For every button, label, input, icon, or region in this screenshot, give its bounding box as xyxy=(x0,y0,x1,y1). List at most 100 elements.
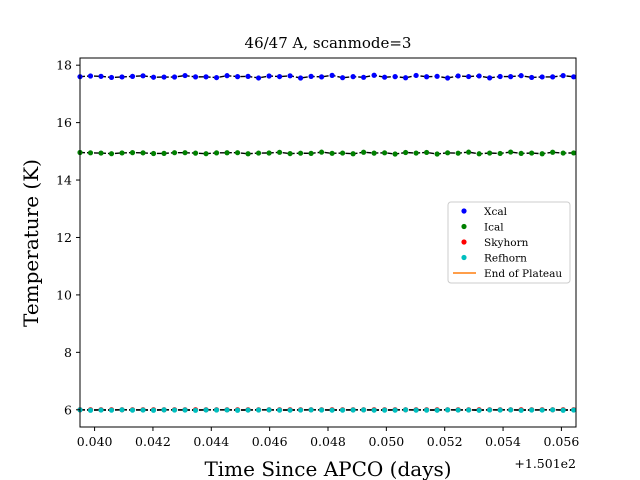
data-point xyxy=(245,151,251,157)
chart-title: 46/47 A, scanmode=3 xyxy=(245,34,412,52)
data-point xyxy=(140,150,146,156)
data-point xyxy=(192,407,199,413)
data-point xyxy=(213,150,220,156)
data-point xyxy=(255,150,262,156)
data-point xyxy=(297,75,304,81)
data-point xyxy=(445,150,451,156)
data-point xyxy=(466,407,472,413)
y-tick-label: 14 xyxy=(56,173,72,188)
legend-box xyxy=(447,201,571,284)
data-point xyxy=(98,407,104,413)
data-point xyxy=(308,150,314,156)
y-tick-label: 8 xyxy=(64,345,72,360)
data-point xyxy=(476,73,482,79)
data-point xyxy=(276,149,283,155)
legend-point-marker xyxy=(461,239,467,245)
data-point xyxy=(550,74,556,80)
data-point xyxy=(508,149,514,155)
data-point xyxy=(350,151,356,157)
data-point xyxy=(455,407,461,413)
data-point xyxy=(413,72,419,79)
data-point xyxy=(476,151,482,157)
data-point xyxy=(318,407,325,413)
y-axis-label: Temperature (K) xyxy=(19,159,43,327)
data-point xyxy=(466,149,472,155)
data-point xyxy=(171,74,178,80)
data-point xyxy=(497,407,503,413)
data-point xyxy=(487,407,493,413)
x-tick-label: 0.052 xyxy=(427,434,463,449)
x-tick-label: 0.046 xyxy=(252,434,288,449)
data-point xyxy=(508,407,514,413)
data-point xyxy=(487,150,493,156)
x-tick-label: 0.042 xyxy=(135,434,171,449)
data-point xyxy=(234,150,241,156)
data-point xyxy=(413,150,419,156)
data-point xyxy=(150,407,157,413)
data-point xyxy=(329,407,335,413)
legend-point-marker xyxy=(461,223,467,230)
data-point xyxy=(192,150,199,156)
data-point xyxy=(224,407,230,413)
data-point xyxy=(392,74,398,80)
legend-item-skyhorn: Skyhorn xyxy=(461,237,529,249)
data-point xyxy=(508,74,514,80)
data-point xyxy=(360,407,367,413)
data-point xyxy=(371,407,377,413)
series-line xyxy=(79,151,574,155)
data-point xyxy=(339,407,346,413)
data-point xyxy=(571,74,577,80)
series-ical xyxy=(77,149,577,157)
data-point xyxy=(203,407,209,413)
data-point xyxy=(476,407,482,413)
x-tick-label: 0.054 xyxy=(485,434,521,449)
data-point xyxy=(266,73,272,79)
data-point xyxy=(424,149,430,156)
y-tick-label: 18 xyxy=(56,58,72,73)
data-point xyxy=(539,407,545,413)
data-point xyxy=(518,73,524,79)
legend-label: Refhorn xyxy=(484,252,527,264)
data-point xyxy=(392,151,398,157)
data-point xyxy=(98,150,104,156)
data-point xyxy=(560,150,566,156)
legend-label: Ical xyxy=(484,221,504,233)
data-point xyxy=(129,150,136,156)
data-point xyxy=(182,72,188,79)
data-point xyxy=(171,150,178,156)
data-point xyxy=(266,150,272,156)
legend-item-xcal: Xcal xyxy=(461,206,508,218)
data-point xyxy=(466,73,472,80)
data-point xyxy=(213,74,220,81)
data-point xyxy=(413,407,419,413)
y-tick-label: 10 xyxy=(56,287,72,302)
data-point xyxy=(297,150,304,156)
data-point xyxy=(308,407,314,413)
data-point xyxy=(119,74,125,80)
x-tick-label: 0.056 xyxy=(544,434,580,449)
data-point xyxy=(560,407,566,413)
data-point xyxy=(445,407,451,413)
data-point xyxy=(182,150,188,156)
data-point xyxy=(371,150,377,156)
data-point xyxy=(329,150,335,156)
data-point xyxy=(182,407,188,413)
data-point xyxy=(287,150,293,157)
data-point xyxy=(518,407,524,413)
data-point xyxy=(119,150,125,156)
data-point xyxy=(382,407,388,413)
data-point xyxy=(424,407,430,413)
data-point xyxy=(245,73,251,79)
series-refhorn xyxy=(77,407,577,413)
x-tick-label: 0.044 xyxy=(193,434,229,449)
data-point xyxy=(550,407,556,413)
data-point xyxy=(234,407,241,413)
legend-item-ical: Ical xyxy=(461,221,504,233)
series-xcal xyxy=(77,72,577,81)
legend-point-marker xyxy=(461,254,467,261)
data-point xyxy=(350,74,356,80)
data-point xyxy=(403,149,409,156)
data-point xyxy=(571,150,577,156)
data-point xyxy=(276,407,283,413)
